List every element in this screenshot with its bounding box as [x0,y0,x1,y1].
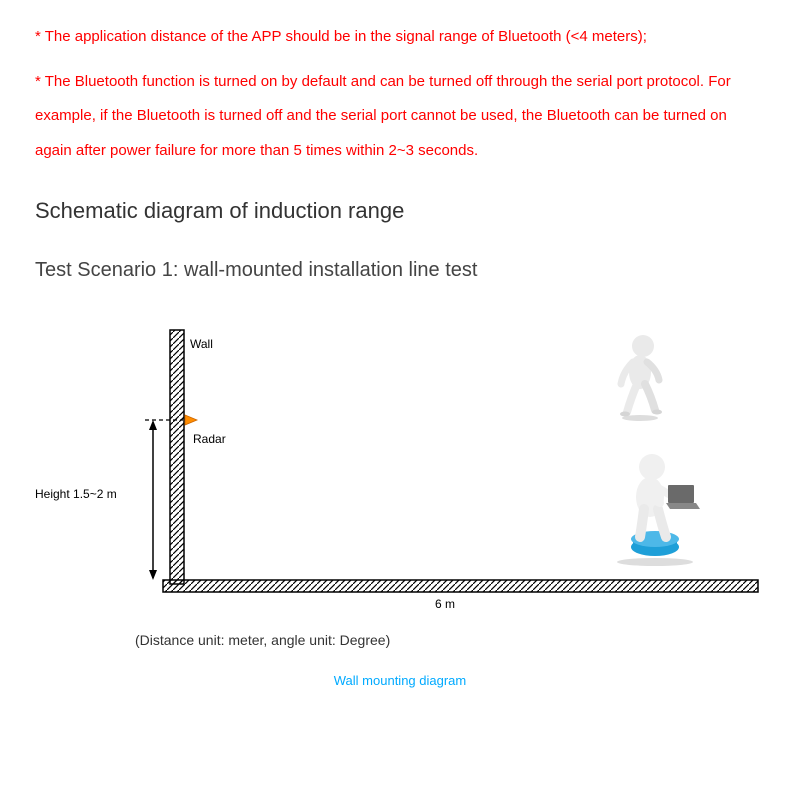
height-label: Height 1.5~2 m [35,487,117,501]
floor-distance-label: 6 m [435,597,455,611]
diagram: Wall Radar Height 1.5~2 m 6 m [35,302,765,622]
diagram-caption: Wall mounting diagram [35,673,765,688]
scenario-title: Test Scenario 1: wall-mounted installati… [35,259,765,282]
radar-label: Radar [193,432,226,446]
section-title: Schematic diagram of induction range [35,198,765,224]
warning-text-2: * The Bluetooth function is turned on by… [35,65,765,169]
wall-label: Wall [190,337,213,351]
warning-text-1: * The application distance of the APP sh… [35,20,765,55]
walking-person-icon [605,332,675,422]
unit-note: (Distance unit: meter, angle unit: Degre… [135,632,765,648]
sitting-person-laptop-icon [600,447,710,567]
